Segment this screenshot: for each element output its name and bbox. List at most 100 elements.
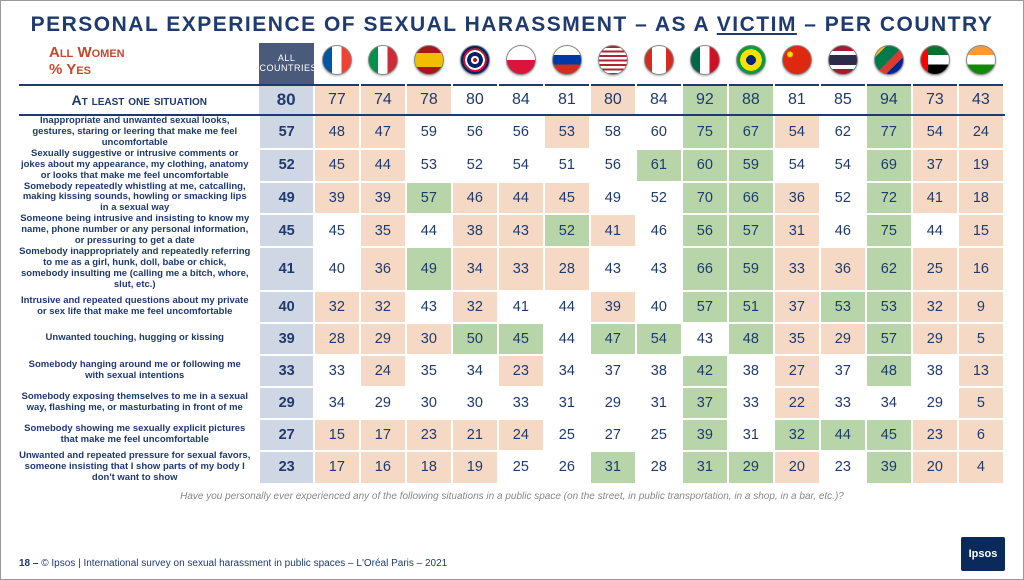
cell-us: 27 xyxy=(590,419,636,451)
cell-it: 24 xyxy=(360,355,406,387)
atleast-val-th: 85 xyxy=(820,85,866,115)
cell-th: 36 xyxy=(820,247,866,291)
flag-icon-in xyxy=(966,45,996,75)
cell-uk: 19 xyxy=(452,451,498,484)
cell-uk: 50 xyxy=(452,323,498,355)
title-victim: VICTIM xyxy=(717,13,797,36)
flag-icon-ae xyxy=(920,45,950,75)
cell-ae: 20 xyxy=(912,451,958,484)
cell-mx: 70 xyxy=(682,182,728,215)
table-row: Unwanted touching, hugging or kissing392… xyxy=(19,323,1004,355)
flag-icon-uk xyxy=(460,45,490,75)
cell-ae: 29 xyxy=(912,387,958,419)
cell-us: 39 xyxy=(590,291,636,323)
cell-in: 18 xyxy=(958,182,1004,215)
row-all: 49 xyxy=(259,182,313,215)
cell-ca: 46 xyxy=(636,214,682,247)
cell-za: 77 xyxy=(866,115,912,149)
footer-text: © Ipsos | International survey on sexual… xyxy=(41,558,447,569)
cell-ru: 25 xyxy=(544,419,590,451)
cell-br: 59 xyxy=(728,247,774,291)
atleast-val-fr: 77 xyxy=(314,85,360,115)
cell-pl: 43 xyxy=(498,214,544,247)
row-label: Somebody inappropriately and repeatedly … xyxy=(19,247,259,291)
flag-ca xyxy=(636,43,682,85)
cell-ae: 54 xyxy=(912,115,958,149)
cell-fr: 45 xyxy=(314,149,360,182)
cell-pl: 54 xyxy=(498,149,544,182)
cell-br: 29 xyxy=(728,451,774,484)
cell-uk: 30 xyxy=(452,387,498,419)
cell-za: 45 xyxy=(866,419,912,451)
cell-uk: 21 xyxy=(452,419,498,451)
cell-th: 62 xyxy=(820,115,866,149)
cell-us: 43 xyxy=(590,247,636,291)
footer: 18 – © Ipsos | International survey on s… xyxy=(19,558,447,569)
cell-es: 44 xyxy=(406,214,452,247)
cell-mx: 75 xyxy=(682,115,728,149)
cell-th: 37 xyxy=(820,355,866,387)
row-all: 27 xyxy=(259,419,313,451)
cell-pl: 33 xyxy=(498,387,544,419)
row-label: Intrusive and repeated questions about m… xyxy=(19,291,259,323)
table-row: Inappropriate and unwanted sexual looks,… xyxy=(19,115,1004,149)
table-row: Somebody showing me sexually explicit pi… xyxy=(19,419,1004,451)
cell-br: 57 xyxy=(728,214,774,247)
cell-th: 46 xyxy=(820,214,866,247)
cell-fr: 32 xyxy=(314,291,360,323)
flag-fr xyxy=(314,43,360,85)
row-label: Sexually suggestive or intrusive comment… xyxy=(19,149,259,182)
cell-th: 54 xyxy=(820,149,866,182)
cell-fr: 45 xyxy=(314,214,360,247)
flag-cn xyxy=(774,43,820,85)
cell-it: 35 xyxy=(360,214,406,247)
cell-in: 13 xyxy=(958,355,1004,387)
cell-za: 53 xyxy=(866,291,912,323)
cell-it: 39 xyxy=(360,182,406,215)
flag-icon-cn xyxy=(782,45,812,75)
cell-br: 38 xyxy=(728,355,774,387)
cell-es: 43 xyxy=(406,291,452,323)
atleast-all: 80 xyxy=(259,85,313,115)
cell-us: 37 xyxy=(590,355,636,387)
row-label: Unwanted touching, hugging or kissing xyxy=(19,323,259,355)
cell-br: 31 xyxy=(728,419,774,451)
cell-ru: 26 xyxy=(544,451,590,484)
cell-za: 69 xyxy=(866,149,912,182)
cell-uk: 46 xyxy=(452,182,498,215)
subhead-cell: All Women % Yes xyxy=(19,43,259,85)
cell-ae: 23 xyxy=(912,419,958,451)
flag-icon-es xyxy=(414,45,444,75)
cell-it: 17 xyxy=(360,419,406,451)
cell-pl: 45 xyxy=(498,323,544,355)
cell-in: 16 xyxy=(958,247,1004,291)
cell-ae: 41 xyxy=(912,182,958,215)
flag-br xyxy=(728,43,774,85)
cell-mx: 57 xyxy=(682,291,728,323)
cell-in: 5 xyxy=(958,387,1004,419)
flag-icon-pl xyxy=(506,45,536,75)
cell-pl: 24 xyxy=(498,419,544,451)
flag-ru xyxy=(544,43,590,85)
flag-us xyxy=(590,43,636,85)
cell-in: 9 xyxy=(958,291,1004,323)
flag-mx xyxy=(682,43,728,85)
cell-us: 29 xyxy=(590,387,636,419)
cell-in: 5 xyxy=(958,323,1004,355)
cell-es: 57 xyxy=(406,182,452,215)
cell-mx: 31 xyxy=(682,451,728,484)
atleast-val-us: 80 xyxy=(590,85,636,115)
flag-icon-br xyxy=(736,45,766,75)
cell-ca: 52 xyxy=(636,182,682,215)
flag-icon-ca xyxy=(644,45,674,75)
cell-us: 31 xyxy=(590,451,636,484)
cell-uk: 34 xyxy=(452,355,498,387)
cell-th: 53 xyxy=(820,291,866,323)
cell-cn: 33 xyxy=(774,247,820,291)
cell-cn: 37 xyxy=(774,291,820,323)
cell-fr: 17 xyxy=(314,451,360,484)
cell-cn: 36 xyxy=(774,182,820,215)
table-row: Somebody hanging around me or following … xyxy=(19,355,1004,387)
cell-ru: 45 xyxy=(544,182,590,215)
cell-ca: 54 xyxy=(636,323,682,355)
